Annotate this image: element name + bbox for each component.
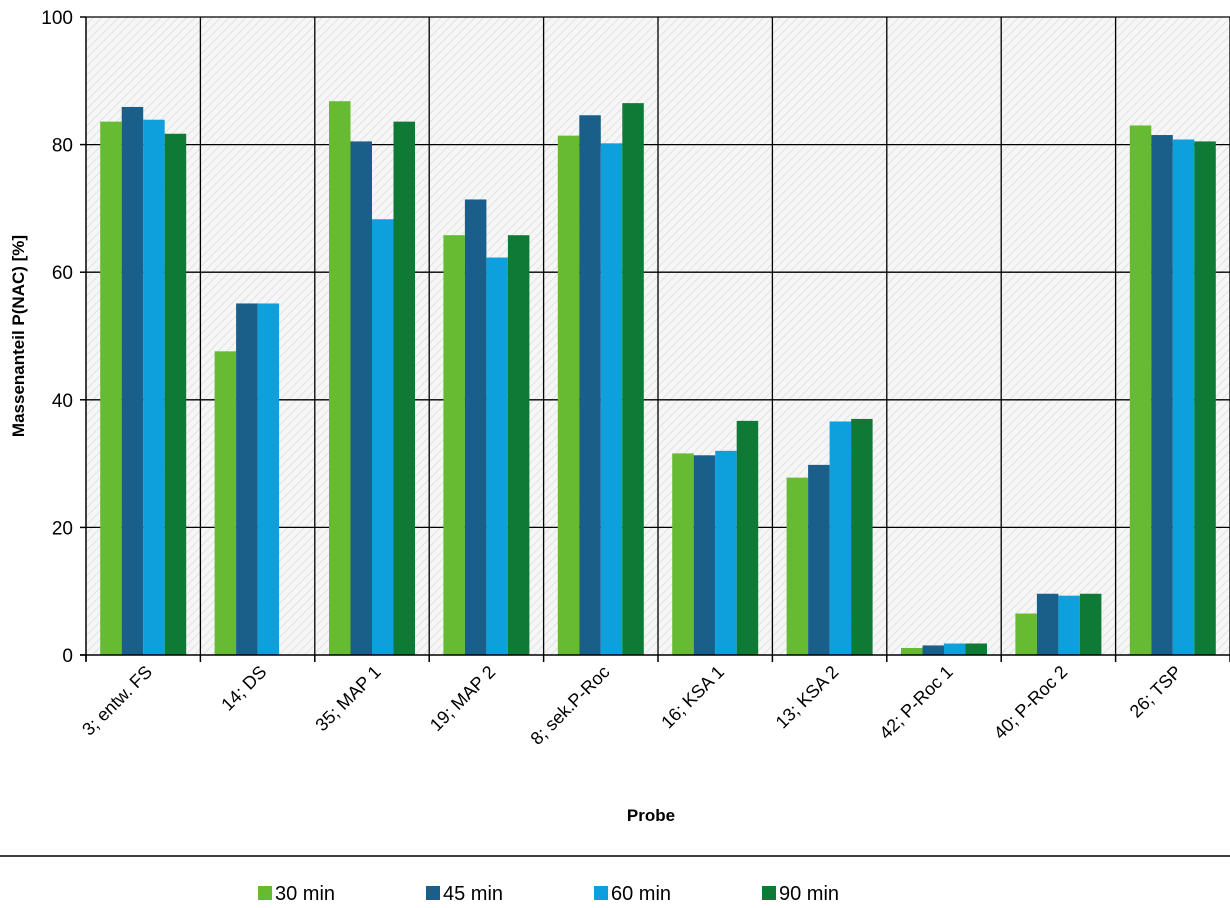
x-tick-label: 3; entw. FS (78, 662, 156, 740)
bar (1079, 593, 1102, 655)
bar (1172, 139, 1195, 656)
x-tick-label: 19; MAP 2 (426, 662, 499, 735)
bar (600, 143, 623, 655)
legend-swatch (594, 886, 608, 900)
x-tick-label: 42; P-Roc 1 (875, 662, 956, 743)
legend-label: 90 min (779, 883, 839, 905)
x-tick-label: 26; TSP (1126, 662, 1186, 722)
y-tick-label: 60 (52, 263, 73, 284)
x-tick-label: 35; MAP 1 (311, 662, 384, 735)
x-tick-label: 40; P-Roc 2 (990, 662, 1071, 743)
bar (851, 418, 873, 655)
legend: 30 min 45 min 60 min 90 min (258, 883, 839, 905)
y-tick-labels: 0 20 40 60 80 100 (41, 8, 73, 667)
bar (922, 645, 944, 655)
bar (257, 303, 280, 655)
bar (1036, 593, 1059, 655)
y-tick-label: 20 (52, 518, 73, 539)
x-tick-labels: 3; entw. FS 14; DS 35; MAP 1 19; MAP 2 8; se… (78, 662, 1185, 749)
bar (829, 421, 852, 655)
bar (786, 477, 809, 655)
bar (672, 453, 694, 655)
y-tick-label: 0 (62, 646, 73, 667)
y-tick-label: 40 (52, 391, 73, 412)
bars (100, 101, 1216, 656)
x-tick-label: 13; KSA 2 (772, 662, 843, 733)
bar (1058, 595, 1080, 655)
legend-swatch (762, 886, 776, 900)
legend-label: 30 min (275, 883, 335, 905)
bar (579, 115, 601, 655)
bar (464, 199, 487, 655)
x-tick-label: 14; DS (217, 662, 270, 715)
bar (121, 106, 144, 655)
legend-label: 60 min (611, 883, 671, 905)
y-axis-title: Massenanteil P(NAC) [%] (9, 235, 28, 437)
bar (486, 257, 508, 655)
bar (557, 135, 580, 656)
bar (507, 235, 530, 656)
bar (1015, 613, 1037, 655)
bar (372, 219, 394, 655)
bar (329, 101, 351, 655)
bar (965, 643, 987, 655)
legend-swatch (258, 886, 272, 900)
bar (808, 464, 830, 655)
bar (622, 103, 644, 655)
bar (214, 351, 237, 655)
bar (350, 141, 372, 655)
bar (693, 455, 716, 655)
bar (901, 647, 923, 655)
bar (1194, 141, 1216, 655)
x-axis-title: Probe (627, 806, 675, 825)
grid-lines (86, 16, 1230, 655)
y-tick-label: 80 (52, 136, 73, 157)
bar (736, 420, 759, 655)
bar (236, 303, 258, 655)
bar (164, 133, 187, 655)
axes (80, 16, 1230, 662)
bar (944, 643, 966, 655)
bar (715, 450, 737, 655)
legend-label: 45 min (443, 883, 503, 905)
bar (393, 121, 415, 655)
x-tick-label: 8; sek.P-Roc (527, 662, 614, 749)
y-tick-label: 100 (41, 8, 73, 29)
bar (100, 121, 122, 655)
bar (1151, 135, 1173, 655)
bar (1129, 125, 1152, 655)
x-tick-label: 16; KSA 1 (657, 662, 728, 733)
bar (443, 235, 465, 656)
legend-swatch (426, 886, 440, 900)
bar (143, 119, 165, 655)
